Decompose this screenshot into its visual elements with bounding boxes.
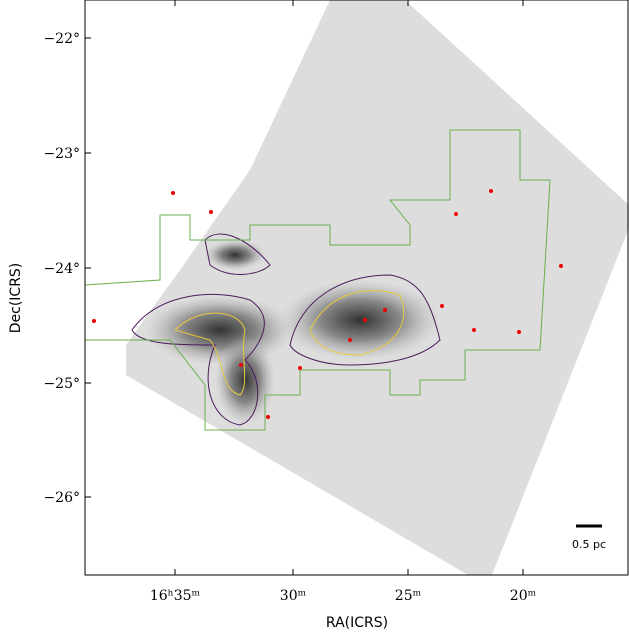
y-tick-label: −22° xyxy=(43,31,80,47)
scale-bar-label: 0.5 pc xyxy=(572,538,606,551)
y-tick-label: −25° xyxy=(43,376,80,392)
sky-map: −22° −23° −24° −25° −26° 16ʰ35ᵐ 30ᵐ 25ᵐ … xyxy=(0,0,629,639)
y-tick-label: −23° xyxy=(43,146,80,162)
x-tick-label: 16ʰ35ᵐ xyxy=(150,588,201,604)
x-axis-label: RA(ICRS) xyxy=(326,615,388,631)
image xyxy=(126,0,629,575)
y-tick-label: −24° xyxy=(43,261,80,277)
x-tick-label: 20ᵐ xyxy=(510,588,537,604)
x-tick-label: 30ᵐ xyxy=(280,588,307,604)
y-axis-label: Dec(ICRS) xyxy=(8,263,24,334)
y-tick-label: −26° xyxy=(43,490,80,506)
x-tick-label: 25ᵐ xyxy=(395,588,422,604)
